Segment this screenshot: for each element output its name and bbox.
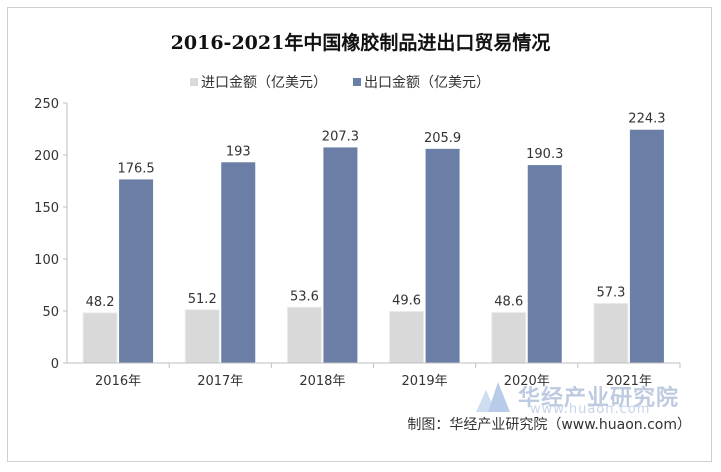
- bar-import: [491, 311, 527, 364]
- watermark-url: www.huaon.com: [530, 402, 651, 417]
- bar-export: [119, 179, 154, 363]
- bar-export: [221, 162, 256, 363]
- x-tick-label: 2021年: [606, 374, 652, 389]
- bar-export: [425, 148, 460, 363]
- legend-item-import: 进口金额（亿美元）: [190, 72, 327, 92]
- bar-import: [286, 306, 322, 364]
- legend-label-import: 进口金额（亿美元）: [201, 75, 327, 91]
- data-label-export: 190.3: [526, 147, 563, 162]
- data-label-export: 207.3: [322, 129, 359, 144]
- watermark: 华经产业研究院 www.huaon.com: [472, 376, 680, 417]
- legend-swatch-export: [353, 78, 361, 86]
- x-tick-label: 2019年: [402, 374, 448, 389]
- y-tick-label: 0: [51, 357, 59, 372]
- watermark-logo-icon: [476, 382, 510, 412]
- y-tick-label: 50: [42, 305, 59, 320]
- bar-import: [82, 312, 118, 364]
- legend-label-export: 出口金额（亿美元）: [364, 75, 490, 91]
- data-label-export: 193: [226, 144, 251, 159]
- watermark-text: 华经产业研究院: [518, 386, 680, 411]
- data-label-export: 224.3: [628, 112, 665, 127]
- x-tick-label: 2020年: [504, 374, 550, 389]
- bar-import: [593, 302, 629, 364]
- bar-export: [323, 147, 358, 363]
- legend-swatch-import: [190, 78, 198, 86]
- source-note: 制图：华经产业研究院（www.huaon.com）: [407, 417, 691, 433]
- chart-title: 2016-2021年中国橡胶制品进出口贸易情况: [170, 32, 551, 54]
- data-label-import: 48.6: [494, 294, 523, 309]
- data-label-import: 51.2: [188, 292, 217, 307]
- data-label-import: 53.6: [290, 289, 319, 304]
- bar-import: [389, 310, 425, 364]
- y-tick-label: 250: [34, 97, 59, 112]
- data-label-import: 48.2: [86, 295, 115, 310]
- bar-export: [629, 129, 664, 363]
- data-label-import: 49.6: [392, 293, 421, 308]
- x-tick-label: 2018年: [299, 374, 345, 389]
- data-label-export: 205.9: [424, 131, 461, 146]
- y-tick-label: 150: [34, 201, 59, 216]
- x-tick-label: 2017年: [197, 374, 243, 389]
- data-label-import: 57.3: [596, 285, 625, 300]
- bar-export: [527, 165, 562, 363]
- y-tick-label: 200: [34, 149, 59, 164]
- x-tick-label: 2016年: [95, 374, 141, 389]
- legend-item-export: 出口金额（亿美元）: [353, 72, 490, 92]
- bar-import: [184, 309, 220, 364]
- y-tick-label: 100: [34, 253, 59, 268]
- legend: 进口金额（亿美元） 出口金额（亿美元）: [190, 72, 490, 92]
- data-label-export: 176.5: [117, 161, 154, 176]
